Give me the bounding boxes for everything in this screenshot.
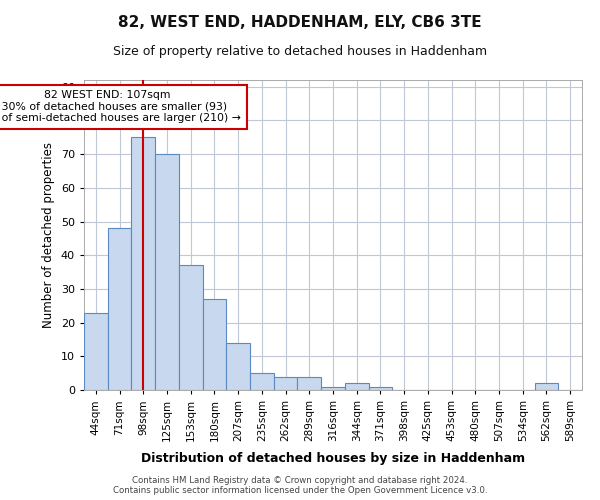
Bar	[155, 154, 179, 390]
Bar	[179, 266, 203, 390]
Y-axis label: Number of detached properties: Number of detached properties	[42, 142, 55, 328]
Bar	[203, 299, 226, 390]
Bar	[84, 312, 108, 390]
Bar	[368, 386, 392, 390]
Bar	[108, 228, 131, 390]
Bar	[250, 373, 274, 390]
Bar	[226, 343, 250, 390]
Bar	[274, 376, 298, 390]
Bar	[321, 386, 345, 390]
Bar	[298, 376, 321, 390]
Text: Size of property relative to detached houses in Haddenham: Size of property relative to detached ho…	[113, 45, 487, 58]
Bar	[345, 384, 368, 390]
Bar	[535, 384, 558, 390]
X-axis label: Distribution of detached houses by size in Haddenham: Distribution of detached houses by size …	[141, 452, 525, 466]
Text: Contains HM Land Registry data © Crown copyright and database right 2024.
Contai: Contains HM Land Registry data © Crown c…	[113, 476, 487, 495]
Bar	[131, 138, 155, 390]
Text: 82, WEST END, HADDENHAM, ELY, CB6 3TE: 82, WEST END, HADDENHAM, ELY, CB6 3TE	[118, 15, 482, 30]
Text: 82 WEST END: 107sqm
← 30% of detached houses are smaller (93)
68% of semi-detach: 82 WEST END: 107sqm ← 30% of detached ho…	[0, 90, 241, 124]
